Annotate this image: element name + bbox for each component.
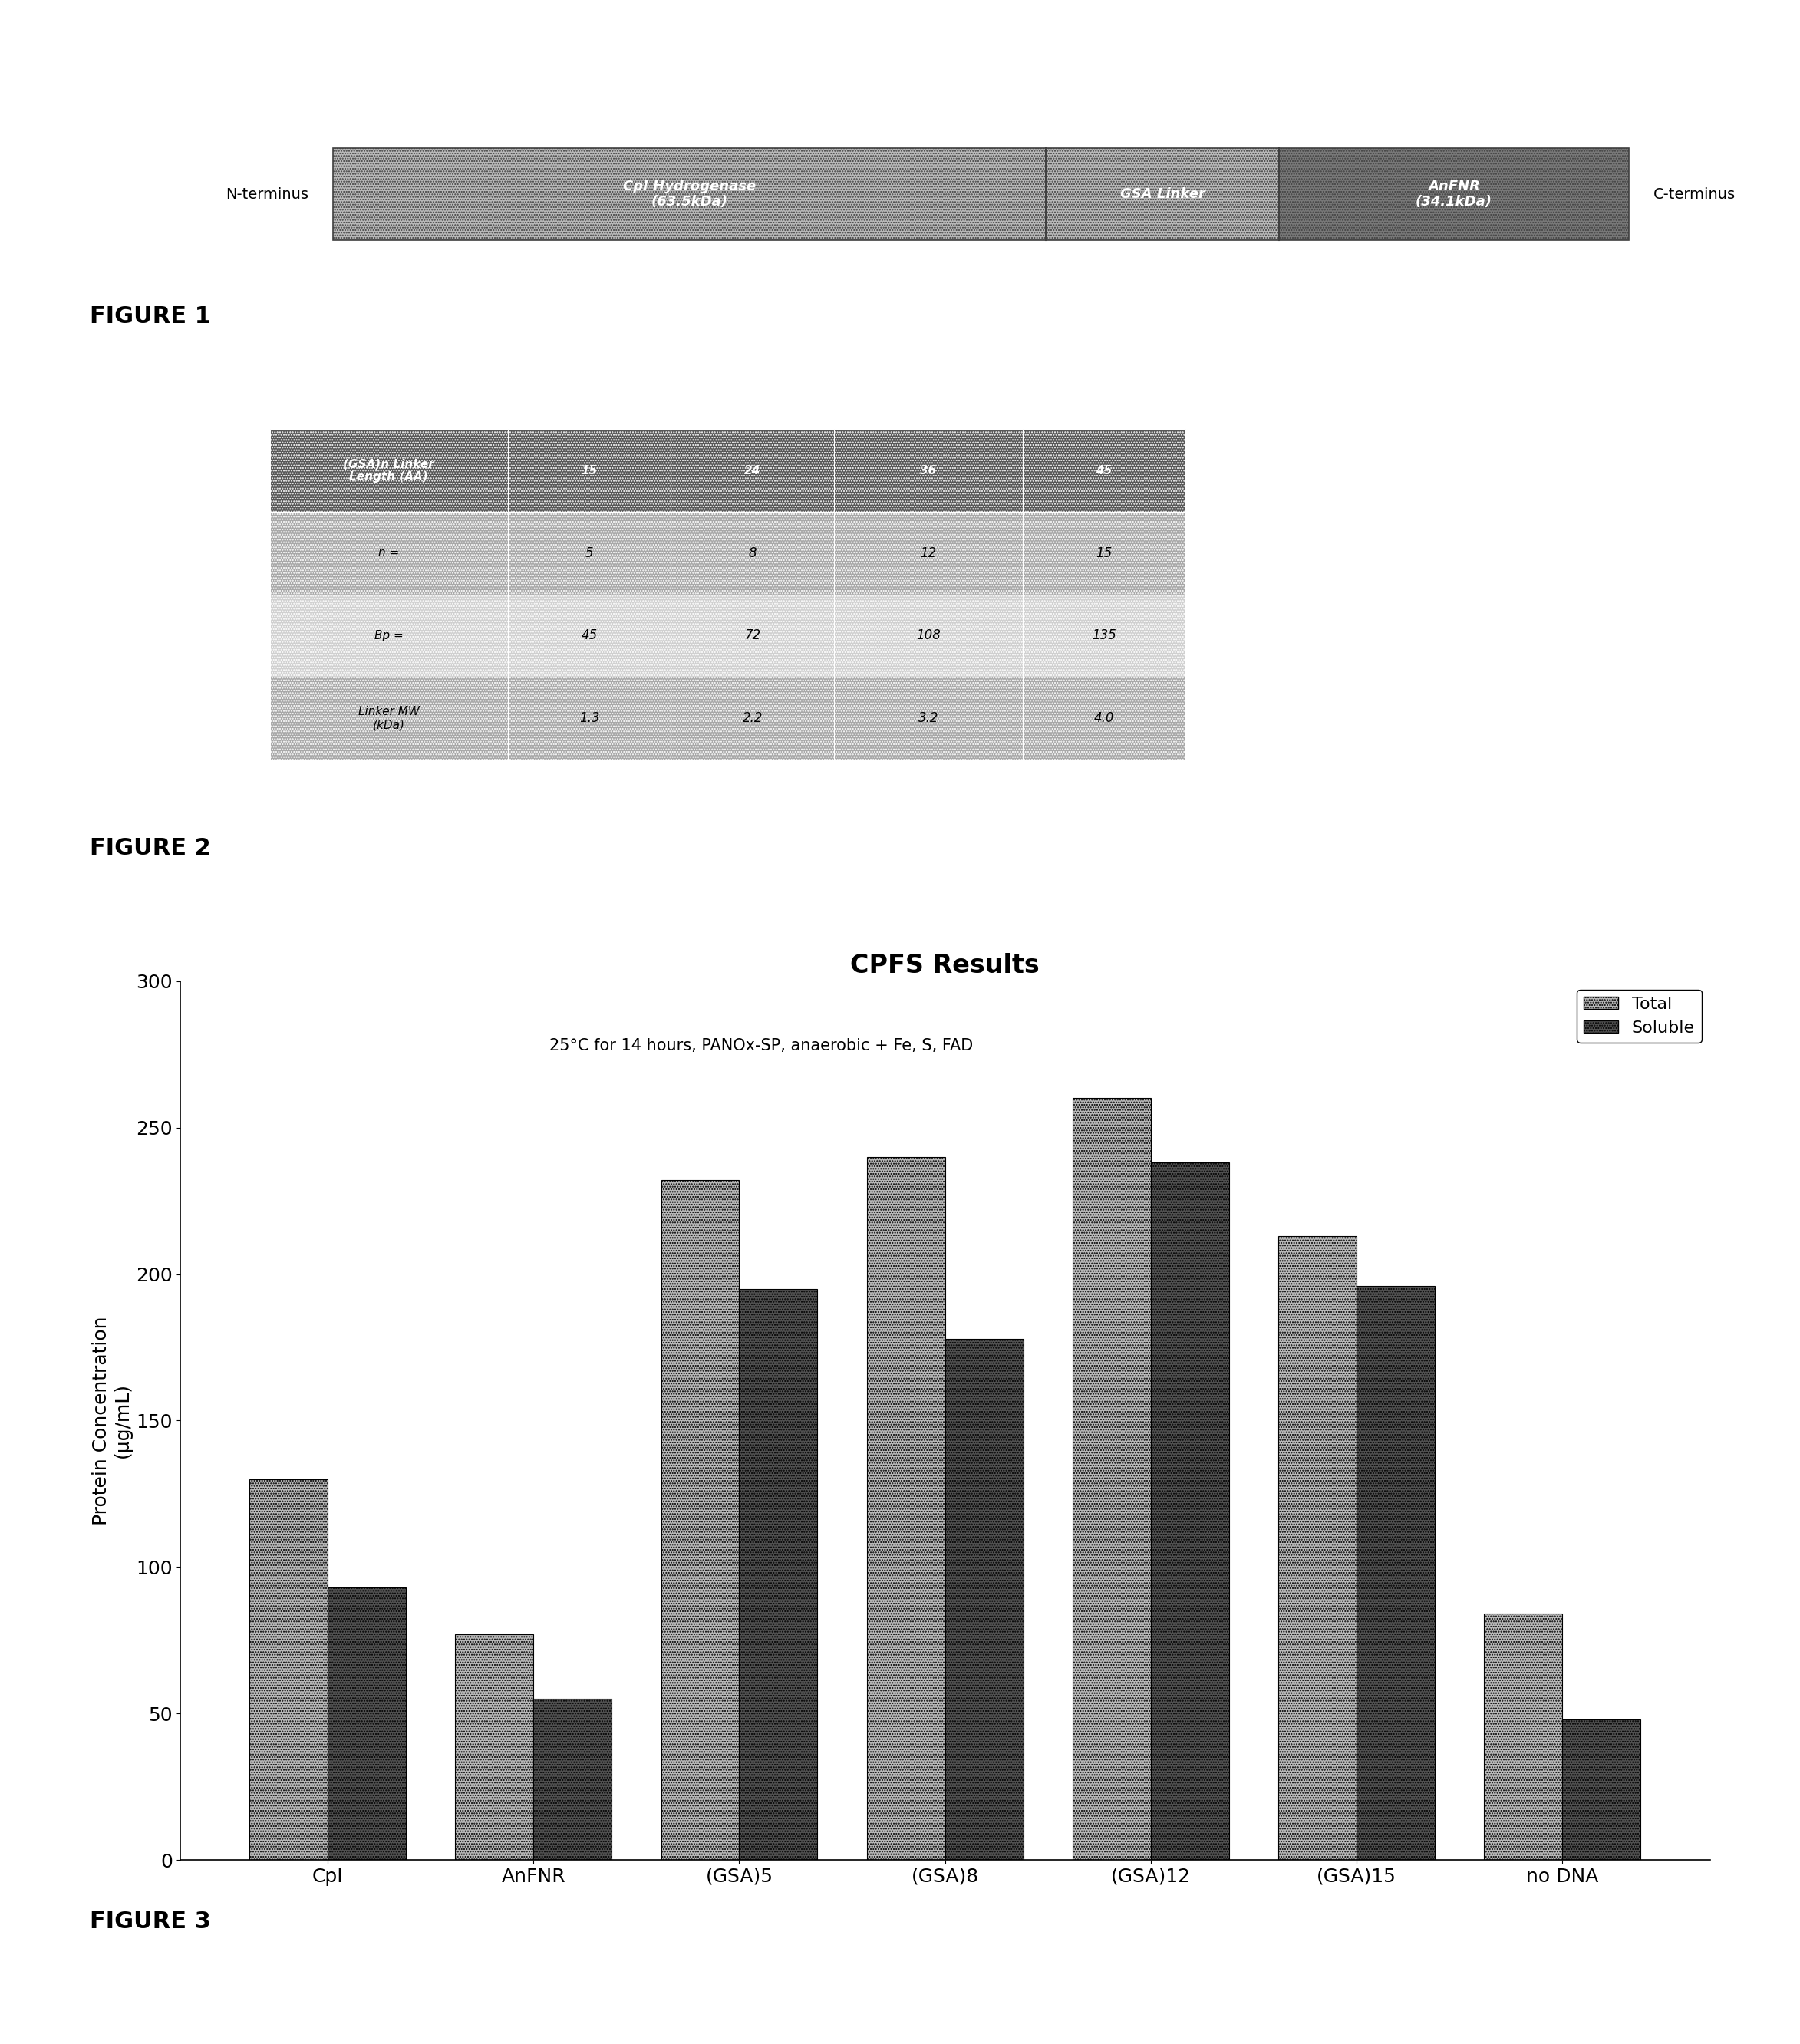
- Bar: [835, 511, 1022, 595]
- Bar: [508, 511, 671, 595]
- Text: 36: 36: [920, 464, 936, 476]
- Bar: [740, 1290, 817, 1860]
- Bar: [671, 429, 835, 511]
- Text: 24: 24: [745, 464, 761, 476]
- Bar: [455, 1635, 533, 1860]
- Bar: [508, 429, 671, 511]
- Bar: [1046, 149, 1280, 241]
- Title: CPFS Results: CPFS Results: [850, 953, 1040, 977]
- Text: 3.2: 3.2: [918, 711, 938, 726]
- Bar: [661, 1179, 740, 1860]
- Text: 12: 12: [920, 546, 936, 560]
- Text: C-terminus: C-terminus: [1654, 186, 1735, 202]
- Bar: [508, 677, 671, 760]
- Bar: [945, 1339, 1022, 1860]
- Bar: [333, 149, 1046, 241]
- Text: FIGURE 1: FIGURE 1: [90, 307, 211, 327]
- Text: 15: 15: [1096, 546, 1112, 560]
- Bar: [1562, 1719, 1640, 1860]
- Bar: [533, 1699, 612, 1860]
- Text: 8: 8: [749, 546, 756, 560]
- Bar: [1150, 1163, 1229, 1860]
- Text: 45: 45: [1096, 464, 1112, 476]
- Text: GSA Linker: GSA Linker: [1120, 188, 1204, 200]
- Bar: [671, 595, 835, 677]
- Text: CpI Hydrogenase
(63.5kDa): CpI Hydrogenase (63.5kDa): [623, 180, 756, 208]
- Text: AnFNR
(34.1kDa): AnFNR (34.1kDa): [1415, 180, 1492, 208]
- Bar: [250, 1480, 328, 1860]
- Legend: Total, Soluble: Total, Soluble: [1577, 989, 1701, 1042]
- Text: (GSA)n Linker
Length (AA): (GSA)n Linker Length (AA): [344, 458, 434, 482]
- Text: FIGURE 3: FIGURE 3: [90, 1911, 211, 1932]
- Bar: [1022, 595, 1186, 677]
- Bar: [671, 677, 835, 760]
- Text: 135: 135: [1093, 630, 1116, 642]
- Bar: [835, 429, 1022, 511]
- Bar: [270, 677, 508, 760]
- Bar: [508, 595, 671, 677]
- Bar: [1022, 429, 1186, 511]
- Bar: [1357, 1286, 1435, 1860]
- Text: 25°C for 14 hours, PANOx-SP, anaerobic + Fe, S, FAD: 25°C for 14 hours, PANOx-SP, anaerobic +…: [549, 1038, 974, 1053]
- Bar: [1073, 1098, 1150, 1860]
- Bar: [835, 677, 1022, 760]
- Bar: [1022, 677, 1186, 760]
- Text: 15: 15: [581, 464, 598, 476]
- Text: N-terminus: N-terminus: [225, 186, 310, 202]
- Bar: [270, 429, 508, 511]
- Bar: [868, 1157, 945, 1860]
- Bar: [270, 511, 508, 595]
- Text: FIGURE 2: FIGURE 2: [90, 838, 211, 858]
- Text: 4.0: 4.0: [1094, 711, 1114, 726]
- Bar: [1022, 511, 1186, 595]
- Bar: [270, 595, 508, 677]
- Text: 1.3: 1.3: [580, 711, 599, 726]
- Bar: [1483, 1615, 1562, 1860]
- Bar: [328, 1588, 407, 1860]
- Text: 5: 5: [585, 546, 594, 560]
- Text: 72: 72: [745, 630, 761, 642]
- Bar: [835, 595, 1022, 677]
- Text: Linker MW
(kDa): Linker MW (kDa): [358, 705, 419, 730]
- Text: 2.2: 2.2: [742, 711, 763, 726]
- Bar: [1278, 1237, 1357, 1860]
- Bar: [1280, 149, 1629, 241]
- Text: 45: 45: [581, 630, 598, 642]
- Y-axis label: Protein Concentration
(μg/mL): Protein Concentration (μg/mL): [92, 1316, 131, 1525]
- Bar: [671, 511, 835, 595]
- Text: Bp =: Bp =: [374, 630, 403, 642]
- Text: 108: 108: [916, 630, 941, 642]
- Text: n =: n =: [378, 548, 400, 558]
